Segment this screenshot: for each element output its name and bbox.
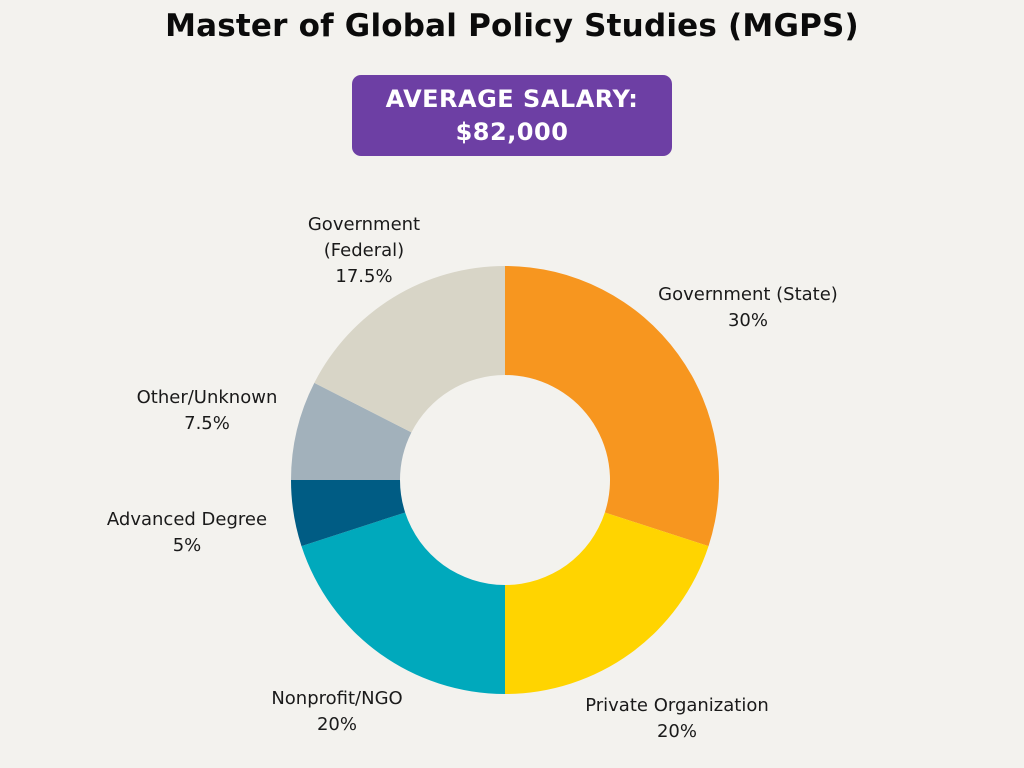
donut-slice-private-organization bbox=[505, 512, 709, 694]
label-advanced-degree: Advanced Degree 5% bbox=[87, 507, 287, 559]
donut-slice-advanced-degree bbox=[291, 480, 406, 547]
slice-percent: 5% bbox=[172, 535, 202, 556]
slice-name: Government (Federal) bbox=[307, 214, 421, 261]
slice-name: Advanced Degree bbox=[106, 509, 268, 530]
slice-name: Other/Unknown bbox=[136, 387, 278, 408]
slice-percent: 20% bbox=[316, 714, 357, 735]
donut-slice-government-state bbox=[505, 266, 720, 547]
donut-slice-other-unknown bbox=[291, 382, 412, 480]
slice-name: Private Organization bbox=[585, 695, 769, 716]
label-private-organization: Private Organization 20% bbox=[567, 693, 787, 745]
label-other-unknown: Other/Unknown 7.5% bbox=[117, 385, 297, 437]
donut-slice-nonprofit-ngo bbox=[301, 512, 505, 694]
label-government-federal: Government (Federal) 17.5% bbox=[284, 212, 444, 290]
slice-name: Government (State) bbox=[658, 284, 838, 305]
average-salary-heading: AVERAGE SALARY: bbox=[385, 84, 639, 113]
chart-title: Master of Global Policy Studies (MGPS) bbox=[165, 8, 859, 44]
slice-name: Nonprofit/NGO bbox=[271, 688, 403, 709]
label-nonprofit-ngo: Nonprofit/NGO 20% bbox=[247, 686, 427, 738]
average-salary-value: $82,000 bbox=[455, 117, 569, 146]
donut-slice-government-federal bbox=[314, 266, 505, 433]
slice-percent: 7.5% bbox=[184, 413, 230, 434]
average-salary-badge: AVERAGE SALARY: $82,000 bbox=[352, 75, 672, 156]
slice-percent: 17.5% bbox=[335, 266, 393, 287]
label-government-state: Government (State) 30% bbox=[643, 282, 853, 334]
slice-percent: 20% bbox=[656, 721, 697, 742]
slice-percent: 30% bbox=[727, 310, 768, 331]
